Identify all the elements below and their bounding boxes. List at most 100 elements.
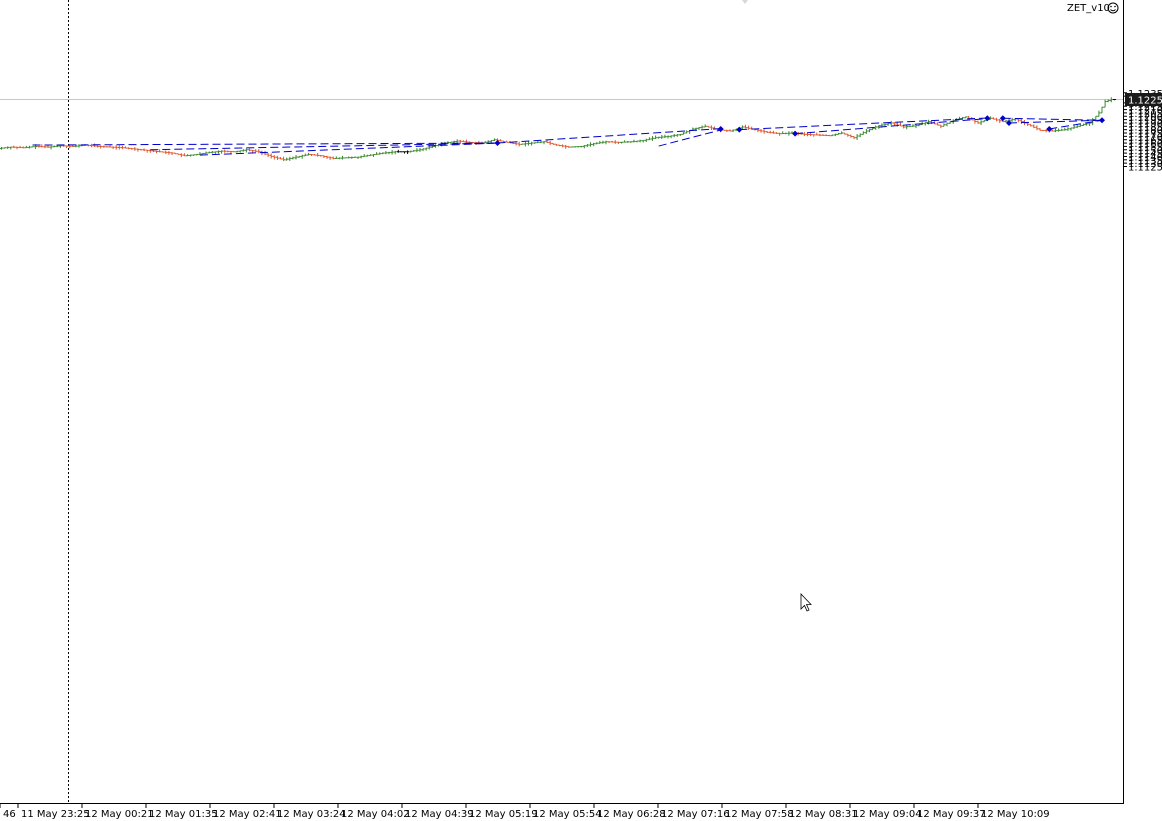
candle (1066, 127, 1070, 131)
candle (802, 132, 806, 137)
candle (858, 133, 862, 138)
candle (499, 139, 503, 142)
candle (874, 125, 878, 130)
candle (235, 150, 239, 153)
candle (558, 144, 561, 147)
candle (310, 153, 313, 157)
time-tick-label: 12 May 04:02 (341, 809, 410, 820)
candle (1097, 110, 1101, 117)
plot-area (0, 0, 1123, 803)
candle (1103, 99, 1107, 108)
candle (424, 147, 428, 151)
candle (576, 146, 580, 148)
price-tick-label: 1.1195 (1128, 116, 1162, 127)
candle (787, 131, 791, 136)
candle (272, 155, 276, 160)
current-price-label: 1.1225 (1128, 96, 1162, 107)
candle (421, 148, 425, 152)
candle (620, 141, 623, 144)
time-tick-label: 12 May 04:39 (405, 809, 474, 820)
candle (644, 138, 648, 143)
candle (700, 125, 704, 129)
candle (145, 149, 149, 153)
zigzag-line (1049, 119, 1103, 130)
candle (381, 152, 385, 155)
candle (31, 146, 34, 148)
candle (372, 154, 375, 157)
candle (387, 151, 391, 155)
candle (651, 136, 654, 141)
zigzag-line (1002, 117, 1103, 121)
candle (647, 137, 651, 141)
candle (533, 142, 537, 144)
price-tick-label: 1.1180 (1128, 126, 1162, 137)
candle (1035, 125, 1039, 131)
time-tick-label: 11 May 23:25 (21, 809, 90, 820)
candle (911, 124, 915, 127)
zigzag-line (497, 128, 721, 144)
candle (685, 130, 689, 134)
candle (43, 145, 47, 149)
candle (638, 139, 642, 143)
zigzag-line (658, 129, 721, 147)
candle (889, 120, 893, 126)
candle (1050, 129, 1054, 132)
candle (551, 142, 555, 145)
candle (573, 146, 577, 148)
candle (461, 140, 465, 143)
time-tick-label: 12 May 05:19 (469, 809, 538, 820)
candle (192, 154, 196, 156)
candle (703, 124, 707, 128)
candle (548, 140, 552, 146)
candle (105, 146, 109, 148)
candle (731, 129, 735, 133)
candle (186, 154, 189, 157)
candle (164, 150, 168, 155)
candle (607, 141, 611, 144)
candle (784, 132, 788, 135)
candle (176, 153, 180, 155)
candle (99, 145, 103, 149)
candle (46, 145, 50, 148)
zigzag-line (32, 142, 498, 146)
price-tick-label: 1.1210 (1128, 106, 1162, 117)
candle (0, 146, 3, 150)
scroll-marker-icon (742, 0, 748, 4)
candle (868, 129, 871, 133)
candle (765, 131, 769, 133)
candle (942, 123, 946, 127)
candle (945, 122, 949, 127)
zigzag-line (795, 118, 988, 135)
price-tick-label: 1.1170 (1128, 132, 1162, 143)
zigzag-marker (717, 125, 724, 132)
candle (226, 150, 230, 153)
candle (809, 132, 813, 137)
zigzag-line (739, 117, 988, 131)
candle (223, 149, 227, 153)
candle (902, 125, 906, 129)
candle (747, 125, 751, 130)
candle (316, 152, 320, 157)
candle (65, 145, 69, 149)
candle (300, 154, 304, 159)
candle (390, 150, 394, 155)
candle (229, 150, 233, 154)
candle (362, 154, 366, 158)
candle (9, 146, 13, 150)
candle (861, 131, 865, 135)
candle (616, 141, 620, 145)
price-tick-label: 1.1145 (1128, 149, 1162, 160)
zigzag-marker (1006, 119, 1012, 126)
candle (68, 145, 72, 149)
candle (21, 146, 25, 149)
candle (1109, 97, 1113, 103)
price-axis: 1.11251.11301.11351.11401.11451.11501.11… (1123, 89, 1162, 174)
candle (899, 122, 902, 127)
price-tick-label: 1.1175 (1128, 129, 1162, 140)
candle (511, 142, 515, 145)
candle (396, 149, 400, 153)
candle (89, 143, 93, 148)
candle (291, 156, 295, 160)
